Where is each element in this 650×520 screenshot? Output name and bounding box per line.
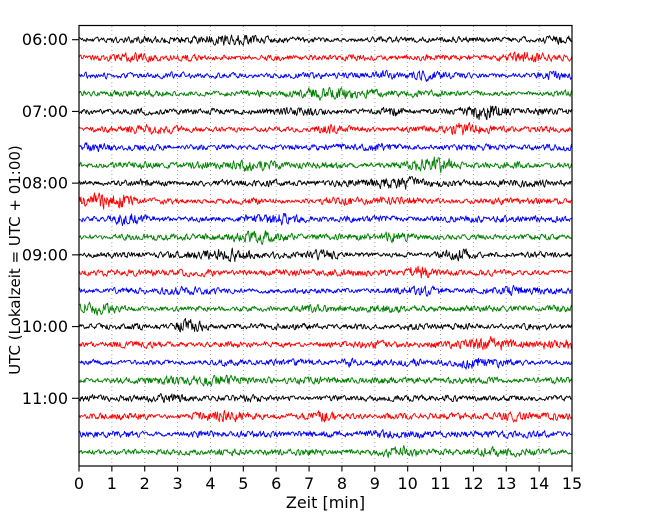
x-tick-label: 5 bbox=[238, 474, 248, 493]
seismogram-trace-10:15 bbox=[78, 336, 573, 351]
seismogram-trace-09:45 bbox=[78, 301, 573, 316]
hour-tick-label: 08:00 bbox=[22, 174, 68, 193]
y-axis: 06:00 07:00 08:00 09:00 10:00 11:00 bbox=[22, 30, 79, 408]
x-tick-label: 15 bbox=[562, 474, 582, 493]
seismogram-trace-10:30 bbox=[78, 357, 573, 370]
seismogram-trace-10:00 bbox=[78, 317, 573, 333]
hour-tick-label: 06:00 bbox=[22, 30, 68, 49]
x-tick-label: 7 bbox=[304, 474, 314, 493]
hour-tick-label: 09:00 bbox=[22, 245, 68, 264]
y-axis-label: UTC (Lokalzeit = UTC + 01:00) bbox=[6, 145, 24, 375]
x-tick-label: 11 bbox=[430, 474, 450, 493]
seismogram-trace-07:45 bbox=[78, 156, 573, 174]
seismogram-trace-09:30 bbox=[78, 284, 573, 297]
x-tick-label: 2 bbox=[140, 474, 150, 493]
seismogram-trace-10:45 bbox=[78, 374, 573, 387]
seismogram-trace-09:00 bbox=[78, 247, 573, 263]
plot-frame bbox=[78, 24, 573, 467]
hour-tick-label: 11:00 bbox=[22, 389, 68, 408]
x-tick-label: 4 bbox=[205, 474, 215, 493]
seismogram-trace-06:15 bbox=[78, 51, 573, 63]
seismogram-trace-06:30 bbox=[78, 69, 573, 82]
seismogram-trace-09:15 bbox=[78, 265, 573, 279]
seismogram-trace-07:30 bbox=[78, 142, 573, 153]
seismogram-trace-11:00 bbox=[78, 393, 573, 404]
seismogram-trace-08:30 bbox=[78, 213, 573, 227]
minute-gridlines bbox=[111, 26, 540, 466]
seismogram-trace-07:00 bbox=[78, 105, 573, 121]
seismogram-trace-06:45 bbox=[78, 86, 573, 101]
x-tick-label: 8 bbox=[337, 474, 347, 493]
x-tick-label: 10 bbox=[397, 474, 417, 493]
x-tick-label: 3 bbox=[173, 474, 183, 493]
x-tick-label: 14 bbox=[529, 474, 549, 493]
seismogram-trace-11:30 bbox=[78, 429, 573, 439]
x-tick-label: 13 bbox=[496, 474, 516, 493]
seismogram-trace-08:15 bbox=[78, 192, 573, 210]
seismogram-trace-11:45 bbox=[78, 445, 573, 459]
hour-tick-label: 07:00 bbox=[22, 102, 68, 121]
x-tick-label: 9 bbox=[370, 474, 380, 493]
seismogram-trace-08:00 bbox=[78, 176, 573, 190]
x-axis-label: Zeit [min] bbox=[286, 493, 365, 512]
hour-tick-label: 10:00 bbox=[22, 317, 68, 336]
seismogram-trace-06:00 bbox=[78, 34, 573, 46]
seismogram-trace-11:15 bbox=[78, 410, 573, 423]
seismogram-trace-07:15 bbox=[78, 122, 573, 136]
x-axis: 0 1 2 3 4 5 6 7 8 9 10 11 12 13 14 15 bbox=[74, 466, 582, 493]
seismogram-trace-08:45 bbox=[78, 230, 573, 246]
seismogram-traces bbox=[78, 34, 573, 459]
x-tick-label: 6 bbox=[271, 474, 281, 493]
x-tick-label: 0 bbox=[74, 474, 84, 493]
x-tick-label: 1 bbox=[107, 474, 117, 493]
x-tick-label: 12 bbox=[463, 474, 483, 493]
